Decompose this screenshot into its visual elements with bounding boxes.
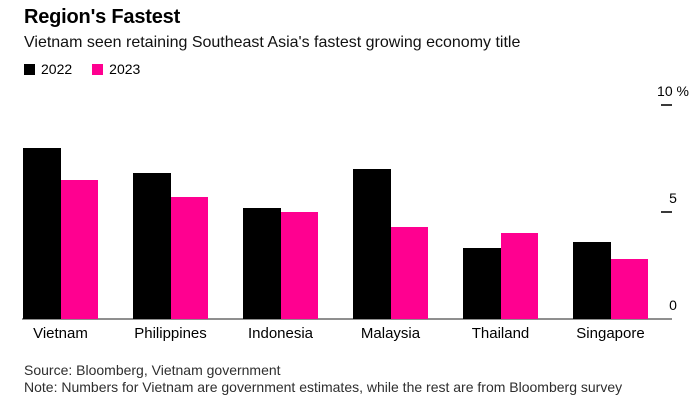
y-tick-dash-5 bbox=[661, 211, 672, 213]
category-label-thailand: Thailand bbox=[471, 325, 530, 342]
bar-2023-vietnam bbox=[60, 179, 98, 319]
legend: 2022 2023 bbox=[24, 61, 140, 77]
category-label-singapore: Singapore bbox=[576, 325, 645, 342]
legend-swatch-2023-icon bbox=[92, 63, 104, 75]
category-label-malaysia: Malaysia bbox=[360, 325, 421, 342]
y-tick-dash-10 bbox=[661, 104, 672, 106]
bar-2022-thailand bbox=[463, 248, 501, 319]
bar-2022-malaysia bbox=[353, 169, 391, 319]
y-tick-label-0: 0 bbox=[669, 297, 677, 313]
legend-swatch-2022-icon bbox=[24, 63, 35, 75]
category-label-vietnam: Vietnam bbox=[33, 325, 88, 342]
x-axis-line bbox=[22, 318, 672, 320]
chart-subtitle: Vietnam seen retaining Southeast Asia's … bbox=[24, 34, 521, 51]
category-label-philippines: Philippines bbox=[134, 325, 207, 342]
bar-2023-thailand bbox=[500, 233, 538, 319]
legend-label-2023: 2023 bbox=[109, 61, 141, 77]
source-text: Source: Bloomberg, Vietnam government bbox=[24, 362, 281, 378]
bar-2023-malaysia bbox=[390, 226, 428, 319]
bar-2023-indonesia bbox=[280, 212, 318, 319]
bar-2022-singapore bbox=[573, 241, 611, 319]
bar-2022-vietnam bbox=[23, 147, 61, 319]
legend-label-2022: 2022 bbox=[41, 61, 73, 77]
bar-2023-philippines bbox=[170, 197, 208, 319]
bar-2022-indonesia bbox=[243, 207, 281, 319]
note-text: Note: Numbers for Vietnam are government… bbox=[24, 379, 623, 395]
legend-item-2022: 2022 bbox=[24, 61, 72, 77]
chart-title: Region's Fastest bbox=[24, 6, 181, 28]
y-tick-label-10: 10 % bbox=[657, 83, 689, 99]
y-tick-label-5: 5 bbox=[669, 190, 677, 206]
category-label-indonesia: Indonesia bbox=[247, 325, 314, 342]
bar-2023-singapore bbox=[610, 259, 648, 319]
chart-footer: Source: Bloomberg, Vietnam government No… bbox=[24, 362, 622, 396]
legend-item-2023: 2023 bbox=[92, 61, 140, 77]
bar-2022-philippines bbox=[133, 173, 171, 319]
